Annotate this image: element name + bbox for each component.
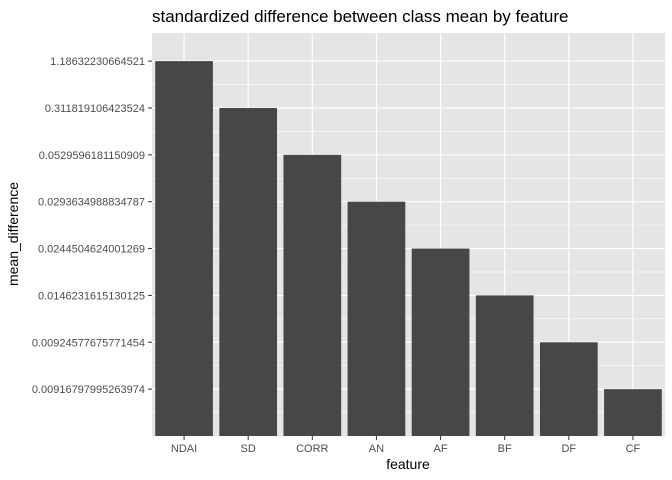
x-tick-label: CORR (296, 443, 328, 455)
bar-an (347, 201, 406, 436)
chart-title: standardized difference between class me… (152, 7, 568, 26)
x-tick-label: SD (241, 443, 256, 455)
x-tick-label: CF (626, 443, 641, 455)
y-tick-label: 0.311819106423524 (45, 103, 145, 115)
bar-df (539, 342, 598, 436)
y-tick-label: 0.00916797995263974 (32, 384, 145, 396)
bar-ndai (155, 61, 213, 437)
y-axis-title: mean_difference (5, 182, 21, 286)
y-tick-label: 0.0529596181150909 (39, 150, 145, 162)
y-tick-label: 0.0244504624001269 (38, 244, 145, 256)
bar-cf (604, 389, 662, 436)
bar-corr (283, 154, 342, 436)
y-tick-label: 0.0293634988834787 (38, 197, 145, 209)
y-tick-label: 0.0146231615130125 (38, 290, 145, 302)
bar-bf (475, 295, 534, 436)
x-axis: NDAI SD CORR AN AF BF DF CF (171, 436, 641, 455)
x-tick-label: NDAI (171, 443, 197, 455)
bar-af (411, 248, 470, 436)
y-axis: 0.00916797995263974 0.00924577675771454 0.… (32, 56, 152, 396)
x-tick-label: AN (369, 443, 384, 455)
x-tick-label: AF (434, 443, 448, 455)
x-axis-title: feature (386, 456, 430, 472)
bars (155, 61, 662, 437)
bar-sd (219, 107, 278, 436)
y-tick-label: 0.00924577675771454 (32, 337, 145, 349)
y-tick-label: 1.18632230664521 (50, 56, 145, 68)
x-tick-label: DF (561, 443, 576, 455)
x-tick-label: BF (498, 443, 512, 455)
